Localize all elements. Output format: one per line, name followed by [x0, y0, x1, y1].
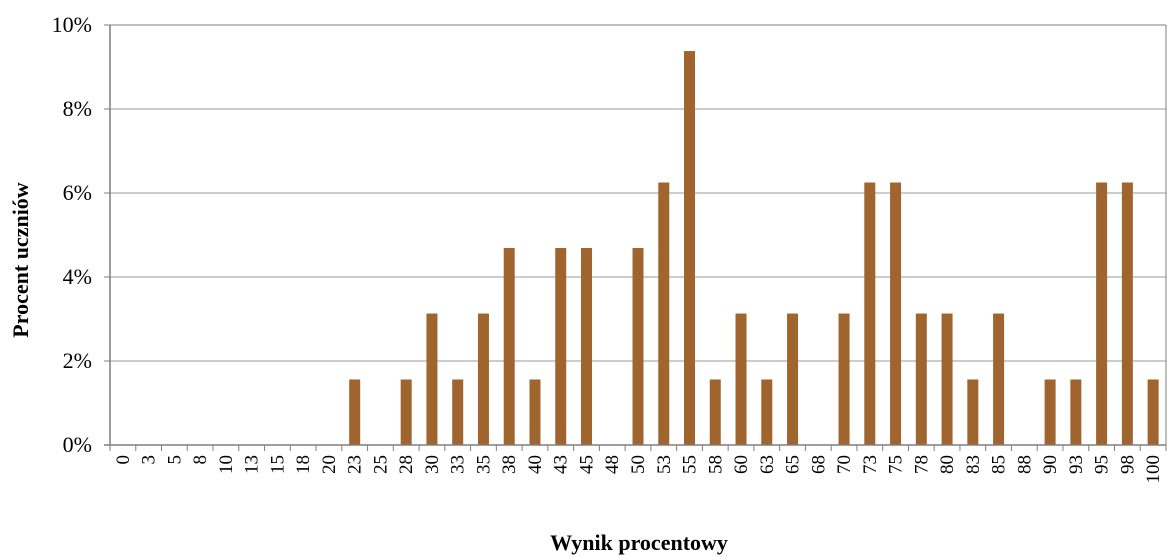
- bar: [1147, 379, 1159, 445]
- bar: [1121, 182, 1133, 445]
- bar: [400, 379, 412, 445]
- y-tick-label: 6%: [63, 180, 92, 205]
- y-tick-label: 0%: [63, 432, 92, 457]
- x-tick-label: 75: [886, 455, 907, 474]
- x-tick-label: 68: [808, 455, 829, 474]
- x-tick-label: 48: [602, 455, 623, 474]
- bar: [349, 379, 361, 445]
- x-tick-label: 3: [139, 455, 160, 465]
- x-tick-label: 40: [525, 455, 546, 474]
- bar: [1096, 182, 1108, 445]
- x-tick-label: 88: [1014, 455, 1035, 474]
- x-tick-label: 70: [834, 455, 855, 474]
- bar: [529, 379, 541, 445]
- bar: [632, 248, 644, 445]
- x-tick-labels: 0 3 5 8 10 13 15 18 20 23 25 28 30 33 35 38 40 43 45 48 50 53…: [113, 455, 1164, 484]
- x-tick-label: 13: [242, 455, 263, 474]
- x-tick-label: 10: [216, 455, 237, 474]
- x-tick-label: 65: [783, 455, 804, 474]
- x-tick-label: 80: [937, 455, 958, 474]
- bar: [1044, 379, 1056, 445]
- x-tick-label: 93: [1066, 455, 1087, 474]
- x-tick-label: 23: [345, 455, 366, 474]
- x-tick-label: 5: [164, 455, 185, 465]
- x-tick-label: 45: [576, 455, 597, 474]
- bar: [890, 182, 902, 445]
- x-tick-label: 15: [267, 455, 288, 474]
- x-tick-label: 35: [473, 455, 494, 474]
- x-tick-label: 50: [628, 455, 649, 474]
- bars: [349, 51, 1159, 445]
- x-tick-label: 53: [654, 455, 675, 474]
- x-tick-label: 30: [422, 455, 443, 474]
- x-tick-label: 43: [551, 455, 572, 474]
- bar: [684, 51, 696, 445]
- axes: [104, 24, 1167, 451]
- bar: [426, 313, 438, 445]
- x-tick-label: 28: [396, 455, 417, 474]
- x-tick-label: 33: [448, 455, 469, 474]
- x-axis-title: Wynik procentowy: [550, 530, 728, 555]
- y-tick-label: 8%: [63, 96, 92, 121]
- bar: [1070, 379, 1082, 445]
- bar: [658, 182, 670, 445]
- x-tick-label: 0: [113, 455, 134, 465]
- bar: [555, 248, 567, 445]
- bar: [838, 313, 850, 445]
- bar: [864, 182, 876, 445]
- bar: [967, 379, 979, 445]
- bar: [941, 313, 953, 445]
- y-axis-title: Procent uczniów: [8, 182, 33, 338]
- bar: [993, 313, 1005, 445]
- x-tick-label: 58: [705, 455, 726, 474]
- bar: [761, 379, 773, 445]
- bar: [735, 313, 747, 445]
- x-tick-label: 38: [499, 455, 520, 474]
- bar: [915, 313, 927, 445]
- y-tick-label: 2%: [63, 348, 92, 373]
- x-tick-label: 8: [190, 455, 211, 465]
- x-tick-label: 20: [319, 455, 340, 474]
- y-tick-label: 4%: [63, 264, 92, 289]
- bar: [787, 313, 799, 445]
- y-tick-label: 10%: [52, 12, 92, 37]
- x-tick-label: 63: [757, 455, 778, 474]
- x-tick-label: 83: [963, 455, 984, 474]
- bar: [503, 248, 515, 445]
- y-tick-labels: 0% 2% 4% 6% 8% 10%: [52, 12, 92, 457]
- bar: [477, 313, 489, 445]
- x-tick-label: 73: [860, 455, 881, 474]
- bar: [580, 248, 592, 445]
- x-tick-label: 25: [370, 455, 391, 474]
- x-tick-label: 55: [680, 455, 701, 474]
- bar: [452, 379, 464, 445]
- x-tick-label: 98: [1117, 455, 1138, 474]
- x-tick-label: 85: [989, 455, 1010, 474]
- x-tick-label: 95: [1092, 455, 1113, 474]
- x-tick-label: 90: [1040, 455, 1061, 474]
- x-tick-label: 60: [731, 455, 752, 474]
- x-tick-label: 100: [1143, 455, 1164, 484]
- x-tick-label: 78: [911, 455, 932, 474]
- bar: [709, 379, 721, 445]
- x-tick-label: 18: [293, 455, 314, 474]
